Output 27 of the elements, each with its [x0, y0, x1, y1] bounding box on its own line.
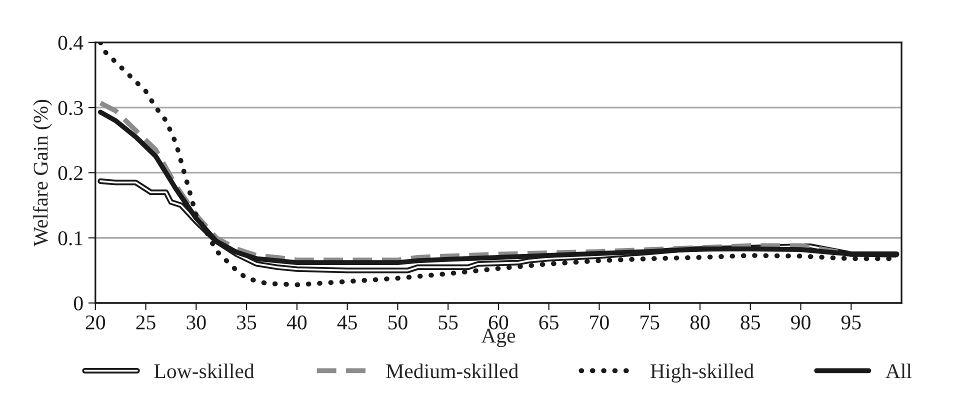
x-tick-label: 60 [488, 315, 508, 330]
y-axis-title: Welfare Gain (%) [32, 100, 52, 246]
legend-label: All [886, 364, 912, 378]
x-tick-label: 70 [590, 315, 609, 330]
legend-label: High-skilled [650, 364, 754, 383]
legend-label: Low-skilled [154, 364, 254, 378]
y-tick-label: 0.1 [58, 231, 82, 246]
x-tick-label: 65 [539, 315, 558, 330]
x-tick-label: 50 [388, 315, 408, 330]
x-tick-label: 55 [438, 316, 458, 330]
x-tick-label: 95 [841, 315, 861, 330]
x-tick-label: 20 [86, 315, 106, 330]
x-tick-label: 30 [186, 315, 206, 330]
x-tick-label: 85 [740, 315, 760, 330]
y-tick-label: 0.2 [58, 166, 82, 180]
legend-label: Medium-skilled [386, 364, 518, 378]
x-tick-label: 40 [286, 315, 307, 330]
x-tick-label: 90 [791, 315, 810, 330]
y-tick-label: 0.3 [58, 100, 83, 116]
x-tick-label: 35 [237, 315, 256, 330]
x-tick-label: 45 [337, 316, 357, 330]
x-tick-label: 80 [690, 315, 710, 330]
y-tick-label: 0 [74, 296, 83, 310]
x-tick-label: 75 [640, 316, 660, 330]
x-axis-title: Age [481, 328, 516, 348]
x-tick-label: 25 [136, 315, 156, 330]
y-tick-label: 0.4 [58, 36, 84, 50]
